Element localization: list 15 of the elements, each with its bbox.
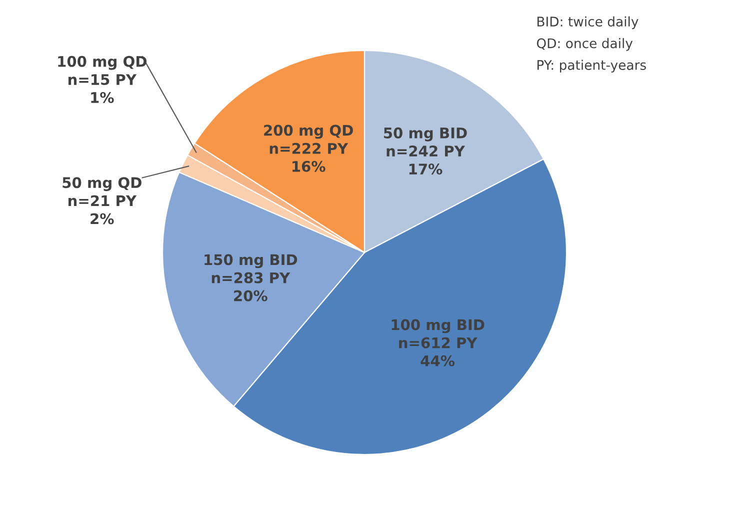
slice-label: 150 mg BID <box>204 254 298 268</box>
text: BID: twice daily <box>537 16 638 30</box>
slice-label: 100 mg QD <box>58 56 147 70</box>
slice-label: 200 mg QD <box>264 124 353 139</box>
slice-label: 50 mg BID <box>384 127 467 142</box>
data-label: n=612 PY 44% <box>399 337 478 366</box>
text: PY: patient-years <box>537 60 646 73</box>
data-label: n=21 PY 2% <box>68 195 137 224</box>
slice-label: 100 mg BID <box>392 319 484 334</box>
data-label: n=242 PY 17% <box>386 146 466 175</box>
slice-label: 50 mg QD <box>62 177 142 192</box>
text: QD: once daily <box>536 38 633 51</box>
data-label: n=283 PY 20% <box>212 272 290 302</box>
data-label: n=15 PY 1% <box>68 74 137 104</box>
data-label: n=222 PY 16% <box>270 142 348 172</box>
